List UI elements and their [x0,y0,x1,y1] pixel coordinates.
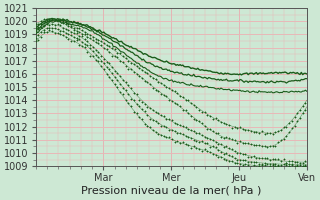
X-axis label: Pression niveau de la mer( hPa ): Pression niveau de la mer( hPa ) [81,186,261,196]
